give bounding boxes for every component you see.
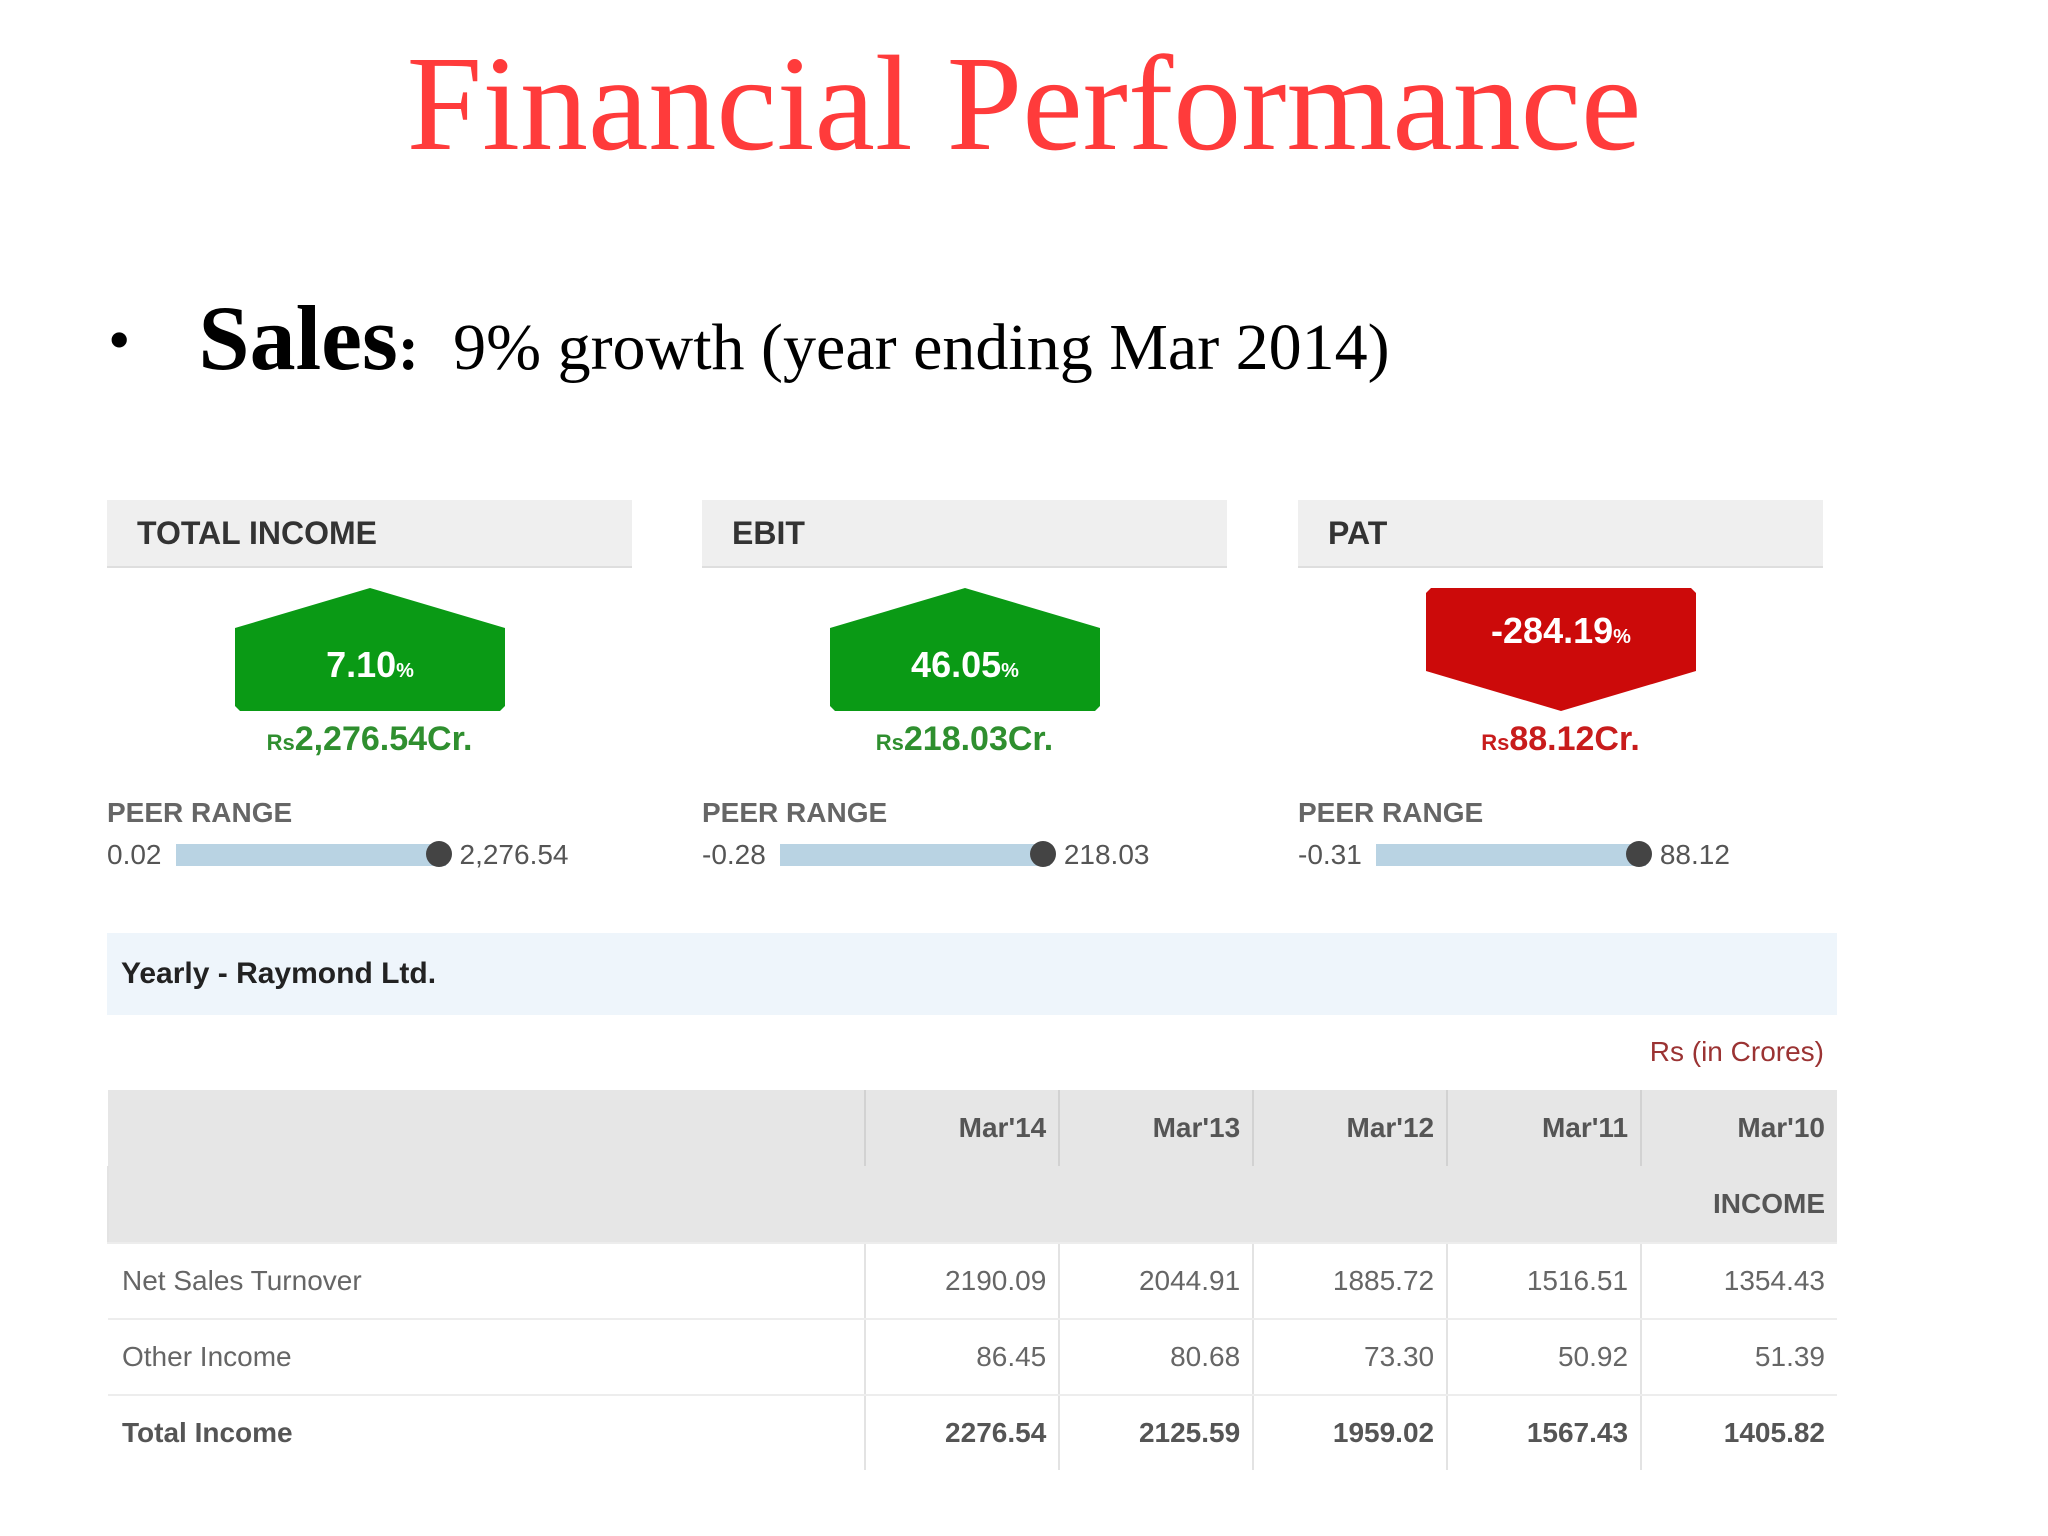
peer-marker bbox=[1625, 841, 1652, 867]
table-cell: 1405.82 bbox=[1640, 1395, 1837, 1470]
section-row: INCOME bbox=[107, 1166, 1837, 1244]
peer-range-bar bbox=[779, 841, 1056, 867]
amount-value: Rs2,276.54Cr. bbox=[266, 720, 473, 758]
table-cell: 1516.51 bbox=[1446, 1243, 1642, 1320]
peer-marker bbox=[425, 841, 452, 867]
table-cell: 2044.91 bbox=[1058, 1243, 1254, 1320]
card-header: EBIT bbox=[702, 500, 1227, 568]
bullet-symbol: • bbox=[108, 304, 131, 375]
slide-title: Financial Performance bbox=[406, 29, 1642, 179]
row-label: Other Income bbox=[108, 1319, 866, 1396]
column-header-blank bbox=[108, 1090, 866, 1166]
column-header: Mar'12 bbox=[1252, 1090, 1448, 1166]
column-header: Mar'14 bbox=[864, 1090, 1060, 1166]
row-label: Net Sales Turnover bbox=[108, 1243, 866, 1320]
peer-min: -0.31 bbox=[1298, 839, 1362, 870]
table-row: Net Sales Turnover 2190.09 2044.91 1885.… bbox=[108, 1243, 1837, 1320]
table-row-total: Total Income 2276.54 2125.59 1959.02 156… bbox=[108, 1395, 1837, 1470]
table-cell: 1567.43 bbox=[1446, 1395, 1642, 1470]
amount-value: Rs88.12Cr. bbox=[1481, 720, 1640, 758]
change-badge: 46.05% bbox=[702, 588, 1227, 718]
yearly-company-header: Yearly - Raymond Ltd. bbox=[107, 933, 1837, 1015]
peer-range-bar bbox=[175, 841, 452, 867]
card-header: TOTAL INCOME bbox=[107, 500, 632, 568]
change-badge: 7.10% bbox=[107, 588, 632, 718]
column-header: Mar'10 bbox=[1640, 1090, 1837, 1166]
ebit-card: EBIT 46.05% Rs218.03Cr. PEER RANGE -0.28… bbox=[702, 500, 1227, 871]
down-arrow-badge-shape bbox=[1426, 588, 1696, 711]
pat-card: PAT -284.19% Rs88.12Cr. PEER RANGE -0.31… bbox=[1298, 500, 1823, 871]
table-cell: 73.30 bbox=[1252, 1319, 1448, 1396]
table-cell: 86.45 bbox=[864, 1319, 1060, 1396]
change-badge: -284.19% bbox=[1298, 588, 1823, 718]
row-label: Total Income bbox=[122, 1417, 293, 1448]
peer-range: -0.28 218.03 bbox=[702, 839, 1227, 871]
table-cell: 1354.43 bbox=[1640, 1243, 1837, 1320]
peer-min: -0.28 bbox=[702, 839, 766, 870]
total-income-card: TOTAL INCOME 7.10% Rs2,276.54Cr. PEER RA… bbox=[107, 500, 632, 871]
peer-marker bbox=[1029, 841, 1056, 867]
table-header-row: Mar'14 Mar'13 Mar'12 Mar'11 Mar'10 bbox=[108, 1090, 1837, 1166]
table-cell: 51.39 bbox=[1640, 1319, 1837, 1396]
sales-growth-text: 9% growth (year ending Mar 2014) bbox=[453, 311, 1390, 384]
peer-max: 88.12 bbox=[1659, 839, 1730, 870]
column-header: Mar'11 bbox=[1446, 1090, 1642, 1166]
column-header: Mar'13 bbox=[1058, 1090, 1254, 1166]
up-arrow-badge-shape bbox=[235, 588, 505, 711]
table-cell: 2125.59 bbox=[1058, 1395, 1254, 1470]
table-cell: 1959.02 bbox=[1252, 1395, 1448, 1470]
peer-range: -0.31 88.12 bbox=[1298, 839, 1823, 871]
table-cell: 2276.54 bbox=[864, 1395, 1060, 1470]
peer-range-bar bbox=[1375, 841, 1652, 867]
table-cell: 50.92 bbox=[1446, 1319, 1642, 1396]
units-label: Rs (in Crores) bbox=[1649, 1036, 1824, 1067]
peer-range: 0.02 2,276.54 bbox=[107, 839, 632, 871]
peer-max: 2,276.54 bbox=[459, 839, 569, 870]
table-row: Other Income 86.45 80.68 73.30 50.92 51.… bbox=[108, 1319, 1837, 1396]
peer-range-label: PEER RANGE bbox=[702, 797, 888, 828]
section-label: INCOME bbox=[107, 1166, 1837, 1244]
sales-label: Sales bbox=[198, 287, 398, 389]
table-cell: 2190.09 bbox=[864, 1243, 1060, 1320]
amount-value: Rs218.03Cr. bbox=[875, 720, 1054, 758]
table-cell: 1885.72 bbox=[1252, 1243, 1448, 1320]
sales-colon: : bbox=[397, 312, 420, 383]
up-arrow-badge-shape bbox=[830, 588, 1100, 711]
change-value: -284.19% bbox=[1491, 610, 1631, 651]
card-header: PAT bbox=[1298, 500, 1823, 568]
peer-range-label: PEER RANGE bbox=[1298, 797, 1484, 828]
income-table: Mar'14 Mar'13 Mar'12 Mar'11 Mar'10 INCOM… bbox=[107, 1090, 1837, 1470]
peer-range-label: PEER RANGE bbox=[107, 797, 293, 828]
change-value: 46.05% bbox=[911, 644, 1019, 685]
sales-bullet: • Sales: 9% growth (year ending Mar 2014) bbox=[108, 285, 1390, 391]
peer-min: 0.02 bbox=[107, 839, 162, 870]
table-cell: 80.68 bbox=[1058, 1319, 1254, 1396]
change-value: 7.10% bbox=[326, 644, 414, 685]
peer-max: 218.03 bbox=[1063, 839, 1150, 870]
